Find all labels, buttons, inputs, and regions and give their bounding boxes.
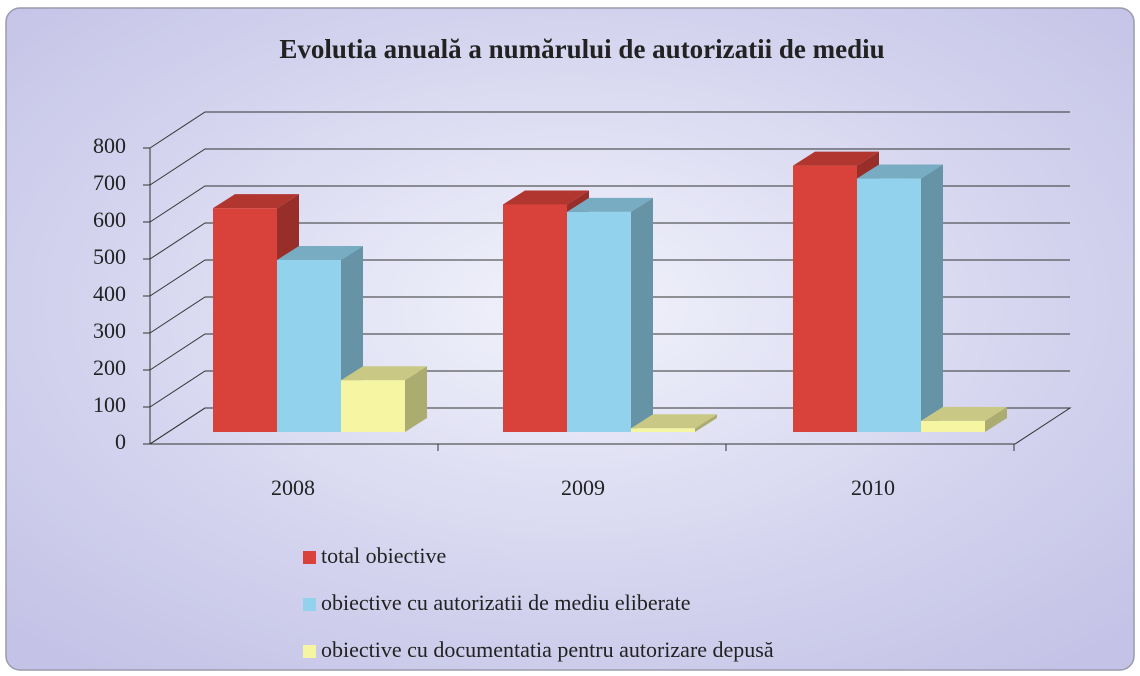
bar-face	[857, 178, 921, 432]
grid-line	[149, 222, 1070, 260]
bar	[567, 197, 653, 432]
bar-face	[921, 164, 943, 433]
legend-swatch	[303, 645, 316, 658]
bar-face	[567, 197, 653, 212]
y-tick-label: 400	[93, 281, 126, 306]
y-tick-label: 200	[93, 355, 126, 380]
y-tick-label: 0	[115, 429, 126, 454]
bar-face	[213, 194, 299, 209]
y-tick-label: 800	[93, 133, 126, 158]
bar-face	[631, 414, 717, 429]
bar-face	[567, 211, 631, 432]
y-tick-label: 700	[93, 170, 126, 195]
bar	[857, 164, 943, 433]
bar	[341, 366, 427, 432]
grid-line	[149, 407, 1070, 445]
y-tick-label: 100	[93, 392, 126, 417]
bar-face	[277, 259, 341, 432]
legend-label: obiective cu autorizatii de mediu eliber…	[321, 590, 691, 615]
bar-face	[793, 151, 879, 166]
grid-line	[149, 148, 1070, 186]
bar-face	[405, 366, 427, 432]
bar-face	[695, 414, 717, 432]
grid-line	[149, 259, 1070, 297]
legend-label: obiective cu documentatia pentru autoriz…	[321, 637, 774, 662]
bar	[921, 406, 1007, 432]
bar-face	[793, 165, 857, 432]
bar-face	[921, 420, 985, 432]
grid-line	[149, 296, 1070, 334]
bar-face	[985, 406, 1007, 432]
chart-title: Evolutia anuală a numărului de autorizat…	[279, 34, 884, 64]
grid-line	[149, 185, 1070, 223]
y-tick-label: 500	[93, 244, 126, 269]
bar-face	[503, 190, 589, 205]
grid-line	[149, 111, 1070, 149]
bar-face	[277, 245, 363, 260]
bar-face	[631, 428, 695, 432]
bar-face	[921, 406, 1007, 421]
x-tick-label: 2009	[561, 475, 605, 500]
bar-face	[857, 164, 943, 179]
bar-face	[341, 366, 427, 381]
legend-swatch	[303, 551, 316, 564]
x-tick-label: 2008	[271, 475, 315, 500]
bar	[631, 414, 717, 432]
legend-swatch	[303, 598, 316, 611]
grid-line	[149, 370, 1070, 408]
bar-face	[341, 380, 405, 432]
y-tick-label: 600	[93, 207, 126, 232]
legend-label: total obiective	[321, 543, 446, 568]
grid-line	[149, 333, 1070, 371]
bar-face	[213, 208, 277, 432]
x-tick-label: 2010	[851, 475, 895, 500]
bar-face	[503, 204, 567, 432]
bar-face	[631, 197, 653, 432]
bar	[277, 245, 363, 432]
y-tick-label: 300	[93, 318, 126, 343]
